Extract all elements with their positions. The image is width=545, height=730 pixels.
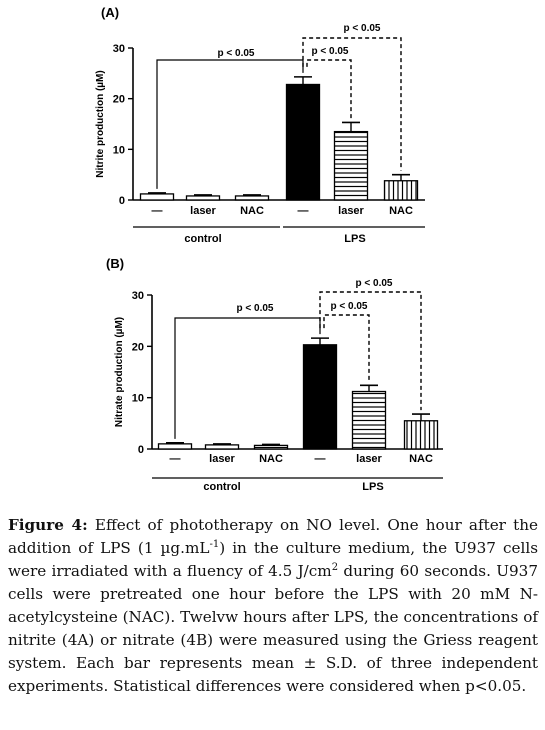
significance-label: p < 0.05	[344, 23, 381, 34]
significance-bracket	[156, 59, 304, 189]
figure-4-charts: (A) Nitrite production (µM) 0 10 20 30 — laser N…	[95, 5, 443, 493]
significance-label: p < 0.05	[312, 46, 349, 57]
significance-label: p < 0.05	[218, 48, 255, 59]
x-tick-label: —	[170, 453, 181, 465]
y-tick-label: 10	[113, 144, 125, 156]
bar	[285, 83, 321, 201]
caption-text-1: Effect of phototherapy on NO level. One …	[8, 516, 539, 557]
significance-bracket	[323, 314, 370, 382]
caption-text-3: during 60 seconds. U937 cells were pretr…	[8, 562, 538, 695]
significance-bracket	[306, 59, 352, 119]
bar	[204, 444, 240, 450]
bar	[403, 420, 439, 450]
x-tick-label: laser	[190, 205, 216, 217]
significance-label: p < 0.05	[331, 301, 368, 312]
y-tick-label: 0	[119, 195, 125, 207]
x-tick-label: —	[152, 205, 163, 217]
y-tick-label: 0	[138, 444, 144, 456]
y-tick-label: 20	[113, 94, 125, 106]
y-tick-label: 10	[132, 393, 144, 405]
caption-text-2: ) in the culture medium, the U937 cells …	[8, 539, 538, 580]
x-tick-label: NAC	[409, 453, 433, 465]
panel-a: (A) Nitrite production (µM) 0 10 20 30 — laser N…	[95, 5, 425, 245]
x-tick-label: —	[315, 453, 326, 465]
y-tick-label: 30	[113, 43, 125, 55]
bar	[383, 180, 419, 201]
x-tick-label: laser	[356, 453, 382, 465]
bar	[185, 195, 221, 201]
x-tick-label: —	[298, 205, 309, 217]
y-tick-label: 20	[132, 341, 144, 353]
group-label: LPS	[362, 481, 383, 493]
y-tick-label: 30	[132, 290, 144, 302]
caption-label: Figure 4:	[8, 516, 88, 534]
y-axis-label: Nitrite production (µM)	[95, 70, 106, 177]
panel-b: (B) Nitrate production (µM) 0 10 20 30 — laser N…	[106, 256, 443, 493]
caption-sup-1: -1	[209, 538, 220, 550]
panel-title: (B)	[106, 256, 124, 271]
significance-bracket	[319, 291, 422, 411]
bar	[234, 195, 270, 201]
x-tick-label: NAC	[389, 205, 413, 217]
panel-title: (A)	[101, 5, 119, 20]
x-tick-label: laser	[209, 453, 235, 465]
significance-bracket	[174, 317, 321, 439]
group-label: LPS	[344, 233, 365, 245]
significance-bracket	[302, 37, 402, 171]
bar	[333, 130, 369, 201]
group-label: control	[184, 233, 221, 245]
bar	[253, 444, 289, 450]
y-axis-label: Nitrate production (µM)	[114, 317, 125, 427]
bar	[157, 443, 193, 450]
x-tick-label: NAC	[259, 453, 283, 465]
bar	[302, 344, 338, 450]
figure-caption: Figure 4: Effect of phototherapy on NO l…	[8, 514, 538, 698]
significance-label: p < 0.05	[356, 278, 393, 289]
bar	[351, 390, 387, 450]
x-tick-label: NAC	[240, 205, 264, 217]
x-tick-label: laser	[338, 205, 364, 217]
caption-sup-2: 2	[331, 561, 339, 573]
group-label: control	[203, 481, 240, 493]
significance-label: p < 0.05	[237, 303, 274, 314]
bar	[139, 193, 175, 201]
